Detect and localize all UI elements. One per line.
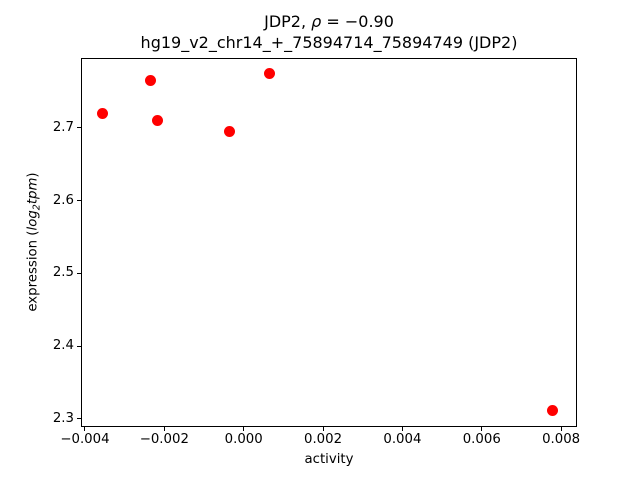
plot-area — [81, 58, 577, 427]
ylabel-suffix: ) — [25, 172, 40, 178]
y-tick-mark — [77, 200, 81, 202]
x-tick-label: −0.004 — [60, 431, 110, 447]
x-tick-label: 0.006 — [462, 431, 501, 447]
y-tick-mark — [77, 127, 81, 129]
x-tick-mark — [163, 427, 165, 431]
x-tick-mark — [481, 427, 483, 431]
chart-subtitle: hg19_v2_chr14_+_75894714_75894749 (JDP2) — [140, 33, 518, 52]
y-tick-mark — [77, 272, 81, 274]
x-tick-label: −0.002 — [139, 431, 189, 447]
y-tick-label: 2.5 — [52, 265, 74, 281]
data-point — [546, 404, 558, 416]
rho-value: = −0.90 — [321, 12, 394, 31]
x-tick-label: 0.002 — [304, 431, 343, 447]
x-tick-mark — [243, 427, 245, 431]
chart-title-line1: JDP2, ρ = −0.90 — [81, 11, 577, 32]
x-axis-label: activity — [304, 452, 354, 467]
y-tick-label: 2.6 — [52, 192, 74, 208]
x-tick-label: 0.008 — [542, 431, 581, 447]
chart-title: JDP2, ρ = −0.90 hg19_v2_chr14_+_75894714… — [81, 11, 577, 53]
y-tick-label: 2.7 — [52, 119, 74, 135]
y-tick-label: 2.3 — [52, 410, 74, 426]
title-gene: JDP2, — [264, 12, 312, 31]
x-tick-mark — [84, 427, 86, 431]
x-tick-label: 0.000 — [224, 431, 263, 447]
y-tick-mark — [77, 345, 81, 347]
y-axis-label: expression (log2tpm) — [24, 58, 42, 427]
x-tick-mark — [322, 427, 324, 431]
y-tick-label: 2.4 — [52, 338, 74, 354]
x-tick-label: 0.004 — [383, 431, 422, 447]
x-tick-mark — [401, 427, 403, 431]
rho-symbol: ρ — [311, 12, 322, 31]
data-point — [224, 126, 236, 137]
ylabel-log: log — [25, 210, 40, 231]
data-point — [97, 107, 109, 119]
x-tick-mark — [560, 427, 562, 431]
data-point — [145, 75, 157, 87]
data-point — [263, 67, 275, 79]
data-point — [152, 115, 164, 127]
y-tick-mark — [77, 418, 81, 420]
